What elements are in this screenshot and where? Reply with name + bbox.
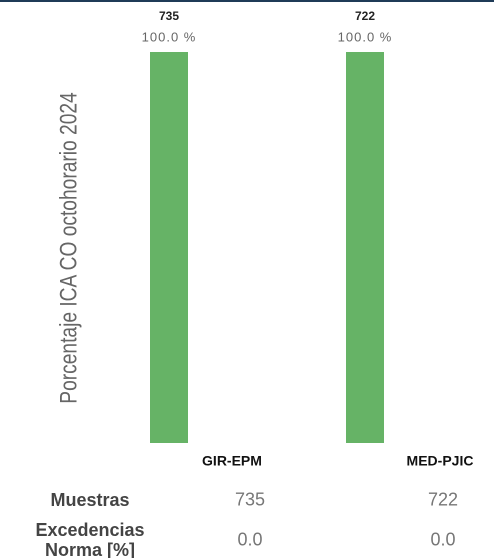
x-tick-label: GIR-EPM <box>202 453 262 469</box>
bar <box>150 52 188 443</box>
y-axis-label: Porcentaje ICA CO octohorario 2024 <box>54 92 82 403</box>
cell-value: 722 <box>427 489 459 510</box>
cell-value: 0.0 <box>237 529 263 550</box>
cell-value: 0.0 <box>430 529 456 550</box>
value-label: 100.0 % <box>338 29 393 44</box>
value-label: 100.0 % <box>142 29 197 44</box>
row-label: Excedencias Norma [%] <box>35 520 145 558</box>
x-tick-label: MED-PJIC <box>407 453 474 469</box>
cell-value: 735 <box>234 489 266 510</box>
total-label: 735 <box>159 9 179 23</box>
row-label: Muestras <box>50 490 130 510</box>
top-rule <box>0 0 494 2</box>
bar <box>346 52 384 443</box>
chart: Porcentaje ICA CO octohorario 2024 100.0… <box>0 0 494 469</box>
total-label: 722 <box>355 9 375 23</box>
